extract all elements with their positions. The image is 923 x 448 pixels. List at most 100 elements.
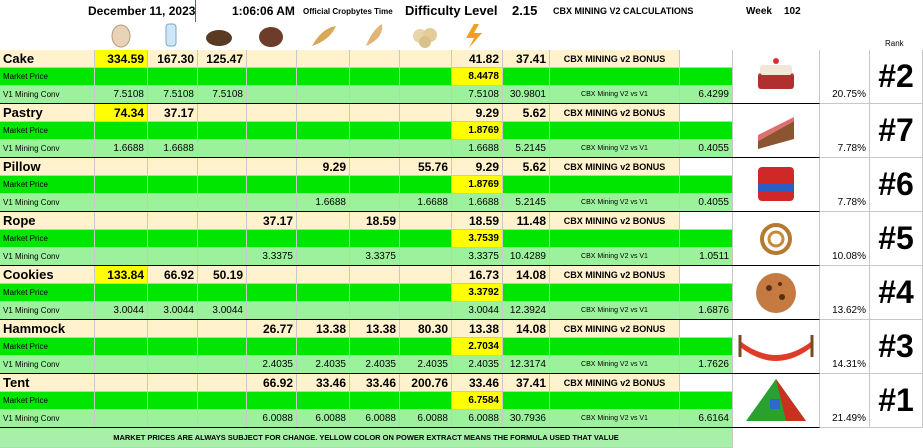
blank-cell [503, 392, 550, 410]
blank-cell [680, 50, 733, 68]
market-price: 1.8769 [452, 122, 503, 140]
output-value [198, 104, 247, 122]
blank-cell [297, 284, 350, 302]
output-value: 14.08 [503, 320, 550, 338]
output-value [95, 158, 148, 176]
item-image-cell [733, 104, 820, 158]
blank-cell [350, 122, 400, 140]
blank-cell [350, 284, 400, 302]
blank-cell [680, 212, 733, 230]
blank-cell [350, 230, 400, 248]
blank-cell [198, 230, 247, 248]
percent: 7.78% [820, 158, 870, 212]
blank-cell [680, 266, 733, 284]
blank-cell [148, 338, 198, 356]
output-value: 9.29 [452, 104, 503, 122]
market-price: 3.7539 [452, 230, 503, 248]
output-value [400, 104, 452, 122]
market-price: 3.3792 [452, 284, 503, 302]
blank-cell [247, 176, 297, 194]
blank-cell [503, 284, 550, 302]
block-border [0, 265, 733, 266]
market-label: Market Price [0, 284, 95, 302]
block-border [0, 211, 733, 212]
blank-cell [680, 392, 733, 410]
blank-cell [550, 230, 680, 248]
output-value [95, 320, 148, 338]
rank: #1 [870, 374, 923, 428]
time: 1:06:06 AM [232, 4, 295, 18]
resource-icons [111, 23, 482, 48]
block-border [0, 319, 733, 320]
week: 102 [784, 6, 801, 17]
rank: #3 [870, 320, 923, 374]
market-price: 6.7584 [452, 392, 503, 410]
output-value: 11.48 [503, 212, 550, 230]
blank-cell [148, 230, 198, 248]
blank-cell [680, 176, 733, 194]
output-value [297, 266, 350, 284]
output-value [198, 374, 247, 392]
blank-cell [550, 122, 680, 140]
blank-cell [95, 176, 148, 194]
blank-cell [400, 392, 452, 410]
output-value: 16.73 [452, 266, 503, 284]
blank-cell [680, 158, 733, 176]
blank-cell [95, 230, 148, 248]
output-value [247, 104, 297, 122]
item-image-cell [733, 50, 820, 104]
percent: 21.49% [820, 374, 870, 428]
output-value: 41.82 [452, 50, 503, 68]
item-name: Hammock [0, 320, 95, 338]
blank-cell [297, 230, 350, 248]
blank-cell [247, 284, 297, 302]
output-value [350, 266, 400, 284]
output-value [297, 212, 350, 230]
output-value [297, 104, 350, 122]
blank-cell [247, 122, 297, 140]
blank-cell [95, 284, 148, 302]
output-value [198, 212, 247, 230]
blank-cell [680, 320, 733, 338]
blank-cell [198, 284, 247, 302]
item-name: Cake [0, 50, 95, 68]
output-value [198, 158, 247, 176]
item-images [738, 58, 814, 421]
output-value: 74.34 [95, 104, 148, 122]
week-label: Week [746, 6, 772, 17]
blank-cell [503, 68, 550, 86]
blank-cell [297, 338, 350, 356]
blank-cell [198, 392, 247, 410]
blank-cell [400, 68, 452, 86]
blank-cell [148, 122, 198, 140]
bonus-label: CBX MINING v2 BONUS [550, 158, 680, 176]
output-value: 5.62 [503, 158, 550, 176]
blank-cell [247, 338, 297, 356]
percent: 20.75% [820, 50, 870, 104]
blank-cell [503, 122, 550, 140]
blank-cell [550, 68, 680, 86]
market-label: Market Price [0, 68, 95, 86]
block-border [0, 103, 733, 104]
market-price: 8.4478 [452, 68, 503, 86]
item-image-cell [733, 374, 820, 428]
rank-label: Rank [885, 39, 904, 48]
cell-cursor [195, 0, 196, 22]
market-price: 1.8769 [452, 176, 503, 194]
blank-cell [680, 68, 733, 86]
blank-cell [247, 230, 297, 248]
blank-cell [550, 338, 680, 356]
percent: 10.08% [820, 212, 870, 266]
blank-cell [400, 176, 452, 194]
market-label: Market Price [0, 122, 95, 140]
bonus-label: CBX MINING v2 BONUS [550, 374, 680, 392]
block-border [0, 157, 733, 158]
output-value: 33.46 [452, 374, 503, 392]
item-image-cell [733, 320, 820, 374]
output-value [148, 374, 198, 392]
blank-cell [680, 338, 733, 356]
output-value: 5.62 [503, 104, 550, 122]
difficulty-label: Difficulty Level [405, 3, 498, 18]
blank-cell [400, 338, 452, 356]
output-value: 334.59 [95, 50, 148, 68]
